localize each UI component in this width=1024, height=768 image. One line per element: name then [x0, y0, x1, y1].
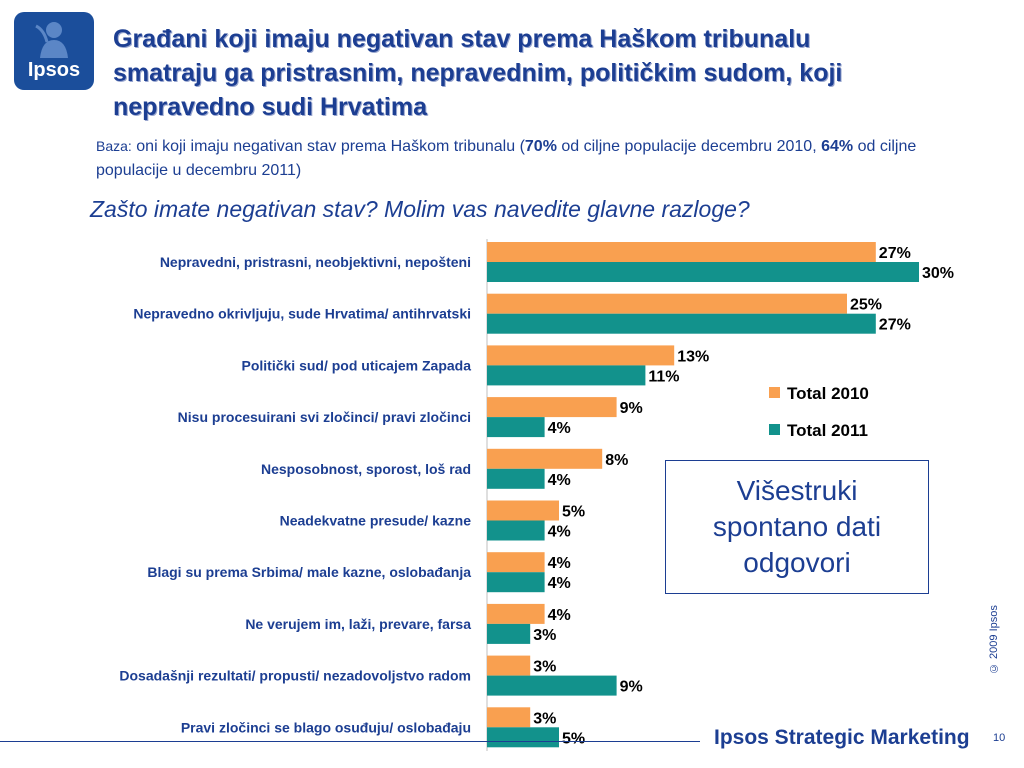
category-label: Nisu procesuirani svi zločinci/ pravi zl…: [178, 409, 471, 425]
footer-brand: Ipsos Strategic Marketing: [714, 726, 970, 749]
category-label: Nepravedno okrivljuju, sude Hrvatima/ an…: [133, 306, 471, 322]
base-text-1: oni koji imaju negativan stav prema Hašk…: [136, 138, 525, 155]
data-label: 9%: [620, 679, 643, 696]
data-label: 4%: [548, 607, 571, 624]
category-label: Pravi zločinci se blago osuđuju/ oslobađ…: [181, 719, 471, 735]
data-label: 4%: [548, 524, 571, 541]
data-label: 11%: [648, 368, 679, 385]
data-label: 4%: [548, 575, 571, 592]
base-text-3: od ciljne populacije u decembru 2011): [96, 138, 917, 179]
bar-2011: [487, 417, 545, 438]
bar-2010: [487, 345, 675, 366]
bar-2011: [487, 572, 545, 593]
bar-2010: [487, 242, 876, 262]
data-label: 3%: [533, 627, 556, 644]
base-pct-2010: 70%: [524, 138, 557, 155]
page-title: Građani koji imaju negativan stav prema …: [113, 25, 843, 121]
legend-swatch: [769, 387, 780, 398]
bar-2011: [487, 313, 876, 334]
bar-2010: [487, 293, 847, 314]
data-label: 27%: [879, 317, 911, 334]
bar-2011: [487, 623, 531, 644]
note-text: Višestruki spontano dati odgovori: [712, 475, 882, 578]
legend-label: Total 2010: [787, 384, 869, 403]
bar-2011: [487, 468, 545, 489]
copyright: © 2009 Ipsos: [988, 605, 1000, 675]
category-label: Neadekvatne presude/ kazne: [280, 513, 472, 529]
bar-2011: [487, 675, 617, 696]
data-label: 9%: [620, 400, 643, 417]
base-description: Baza: oni koji imaju negativan stav prem…: [96, 134, 976, 183]
data-label: 4%: [548, 555, 571, 572]
data-label: 5%: [562, 504, 585, 521]
bar-2010: [487, 707, 531, 728]
logo-figure-icon: [35, 22, 68, 58]
category-label: Nesposobnost, sporost, loš rad: [261, 461, 471, 477]
base-prefix: Baza:: [96, 138, 132, 154]
base-text-2: od ciljne populacije decembru 2010,: [556, 138, 822, 155]
data-label: 30%: [922, 265, 954, 282]
bar-2011: [487, 365, 646, 386]
base-pct-2011: 64%: [821, 138, 854, 155]
data-label: 4%: [548, 420, 571, 437]
survey-question: Zašto imate negativan stav? Molim vas na…: [90, 196, 750, 222]
legend-label: Total 2011: [787, 421, 868, 440]
bar-2011: [487, 727, 559, 748]
data-label: 3%: [533, 659, 556, 676]
bar-2010: [487, 552, 545, 573]
bar-2010: [487, 603, 545, 624]
data-label: 25%: [850, 297, 882, 314]
category-label: Nepravedni, pristrasni, neobjektivni, ne…: [160, 254, 471, 270]
data-label: 3%: [533, 710, 556, 727]
bar-2010: [487, 448, 603, 469]
bar-2010: [487, 397, 617, 418]
bar-2010: [487, 500, 559, 521]
legend-swatch: [769, 424, 780, 435]
note-box: Višestruki spontano dati odgovori: [665, 460, 929, 594]
bar-2011: [487, 520, 545, 541]
ipsos-logo: Ipsos: [14, 12, 94, 90]
data-label: 27%: [879, 245, 911, 262]
page-number: 10: [993, 732, 1006, 744]
data-label: 13%: [677, 348, 709, 365]
data-label: 4%: [548, 472, 571, 489]
data-label: 5%: [562, 730, 585, 747]
bar-2010: [487, 655, 531, 676]
logo-text: Ipsos: [27, 59, 81, 81]
category-label: Dosadašnji rezultati/ propusti/ nezadovo…: [119, 668, 471, 684]
footer-divider: [0, 741, 700, 742]
category-label: Politički sud/ pod uticajem Zapada: [242, 357, 472, 373]
category-label: Ne verujem im, laži, prevare, farsa: [245, 616, 471, 632]
category-label: Blagi su prema Srbima/ male kazne, oslob…: [147, 564, 471, 580]
data-label: 8%: [605, 452, 628, 469]
bar-2011: [487, 262, 919, 282]
